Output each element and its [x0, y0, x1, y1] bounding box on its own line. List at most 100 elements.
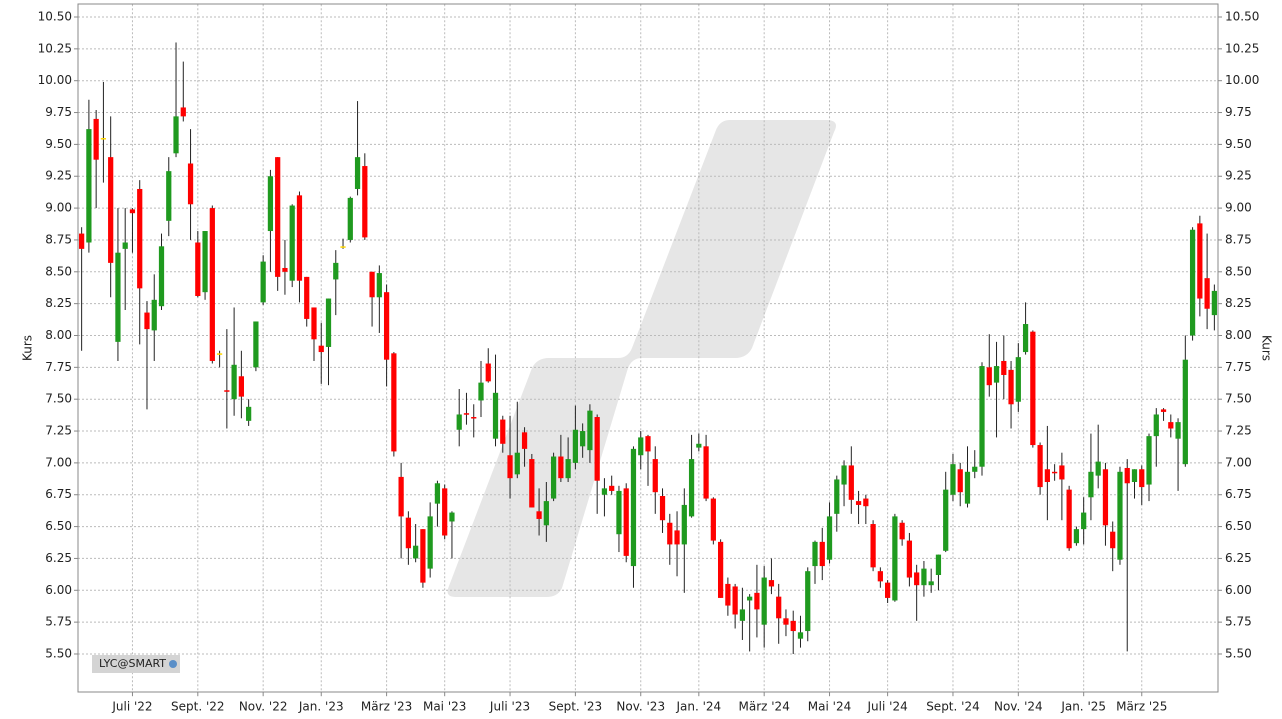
candle-body: [478, 382, 484, 401]
candle-body: [1044, 469, 1050, 482]
candle-body: [565, 459, 571, 479]
candle-body: [413, 545, 419, 559]
y2-tick-label: 7.25: [1225, 424, 1252, 438]
plot-frame: [77, 3, 1219, 693]
y-tick-label: 9.50: [45, 137, 72, 151]
y-tick-label: 8.75: [45, 232, 72, 246]
y-tick-label: 10.25: [38, 41, 72, 55]
candle-body: [253, 321, 259, 368]
y2-tick-label: 8.75: [1225, 232, 1252, 246]
candle-body: [630, 448, 637, 567]
y2-tick-label: 5.75: [1225, 615, 1252, 629]
candle-body: [674, 530, 680, 545]
candle-body: [935, 554, 942, 575]
y2-tick-label: 10.00: [1225, 73, 1259, 87]
candle-body: [115, 252, 121, 342]
candle-body: [1160, 409, 1167, 412]
candle-body: [885, 582, 891, 598]
candle-body: [296, 195, 303, 281]
candle-body: [623, 488, 629, 556]
candle-body: [877, 571, 883, 582]
candle-body: [826, 516, 833, 560]
legend-tag-icon: [169, 660, 177, 668]
candle-body: [732, 586, 738, 615]
y-tick-label: 10.00: [38, 73, 72, 87]
x-tick-label: Sept. '22: [171, 700, 225, 714]
candle-body: [376, 273, 382, 298]
candle-body: [1131, 469, 1138, 482]
candle-body: [144, 312, 150, 330]
y2-tick-label: 7.75: [1225, 360, 1252, 374]
candle-body: [819, 541, 825, 567]
y2-tick-label: 8.50: [1225, 264, 1252, 278]
x-tick-label: Sept. '23: [549, 700, 603, 714]
candle-body: [1095, 461, 1101, 476]
candle-body: [659, 496, 666, 521]
candle-body: [195, 242, 201, 296]
candle-body: [870, 524, 876, 568]
y-tick-label: 5.75: [45, 615, 72, 629]
candle-body: [739, 609, 746, 621]
candle-body: [710, 498, 716, 541]
candle-body: [1197, 223, 1203, 299]
candle-body: [812, 541, 818, 567]
x-tick-label: Juli '24: [867, 700, 908, 714]
candle-body: [855, 501, 862, 505]
candle-body: [1168, 422, 1174, 429]
candle-body: [500, 419, 506, 444]
candle-body: [957, 469, 963, 493]
candle-body: [485, 363, 491, 382]
candle-body: [507, 455, 513, 479]
candle-body: [1139, 469, 1145, 488]
candle-body: [892, 516, 898, 601]
candle-body: [1146, 436, 1152, 485]
candle-body: [609, 485, 615, 491]
candle-body: [536, 511, 542, 519]
grid-layer: [78, 4, 1218, 693]
candle-body: [964, 471, 971, 504]
candle-body: [688, 459, 695, 517]
x-tick-label: März '23: [361, 700, 412, 714]
x-tick-label: Sept. '24: [926, 700, 980, 714]
y2-tick-label: 10.50: [1225, 9, 1259, 23]
candle-body: [442, 488, 448, 536]
candle-body: [645, 436, 651, 452]
x-tick-label: Jan. '23: [298, 700, 344, 714]
x-tick-label: Juli '23: [489, 700, 530, 714]
x-tick-label: Nov. '24: [994, 700, 1043, 714]
y2-tick-label: 6.75: [1225, 487, 1252, 501]
candle-body: [1059, 465, 1065, 480]
candle-body: [580, 431, 586, 447]
candle-body: [1066, 489, 1072, 549]
candle-body: [797, 632, 804, 639]
candle-body: [783, 618, 789, 625]
candle-body: [289, 205, 295, 281]
y2-tick-label: 5.50: [1225, 646, 1252, 660]
candle-body: [122, 242, 128, 249]
candle-body: [979, 366, 985, 467]
candle-body: [601, 488, 608, 495]
x-tick-label: Jan. '24: [675, 700, 721, 714]
candle-body: [151, 299, 157, 331]
candle-body: [790, 620, 796, 632]
candle-body: [79, 233, 85, 249]
candle-body: [1001, 360, 1007, 375]
y2-tick-label: 6.00: [1225, 583, 1252, 597]
candle-body: [340, 246, 346, 248]
x-tick-label: Mai '23: [423, 700, 466, 714]
candle-body: [1073, 529, 1080, 544]
y-tick-label: 6.25: [45, 551, 72, 565]
candle-body: [1124, 467, 1130, 484]
candle-body: [1081, 512, 1087, 530]
candle-body: [768, 580, 775, 587]
y-tick-label: 7.75: [45, 360, 72, 374]
candle-body: [187, 163, 194, 205]
y-tick-label: 6.50: [45, 519, 72, 533]
candle-body: [558, 456, 564, 479]
x-tick-label: März '24: [739, 700, 790, 714]
candle-body: [652, 459, 658, 493]
candle-body: [93, 118, 99, 160]
candle-body: [86, 129, 92, 243]
y2-tick-label: 9.75: [1225, 105, 1252, 119]
